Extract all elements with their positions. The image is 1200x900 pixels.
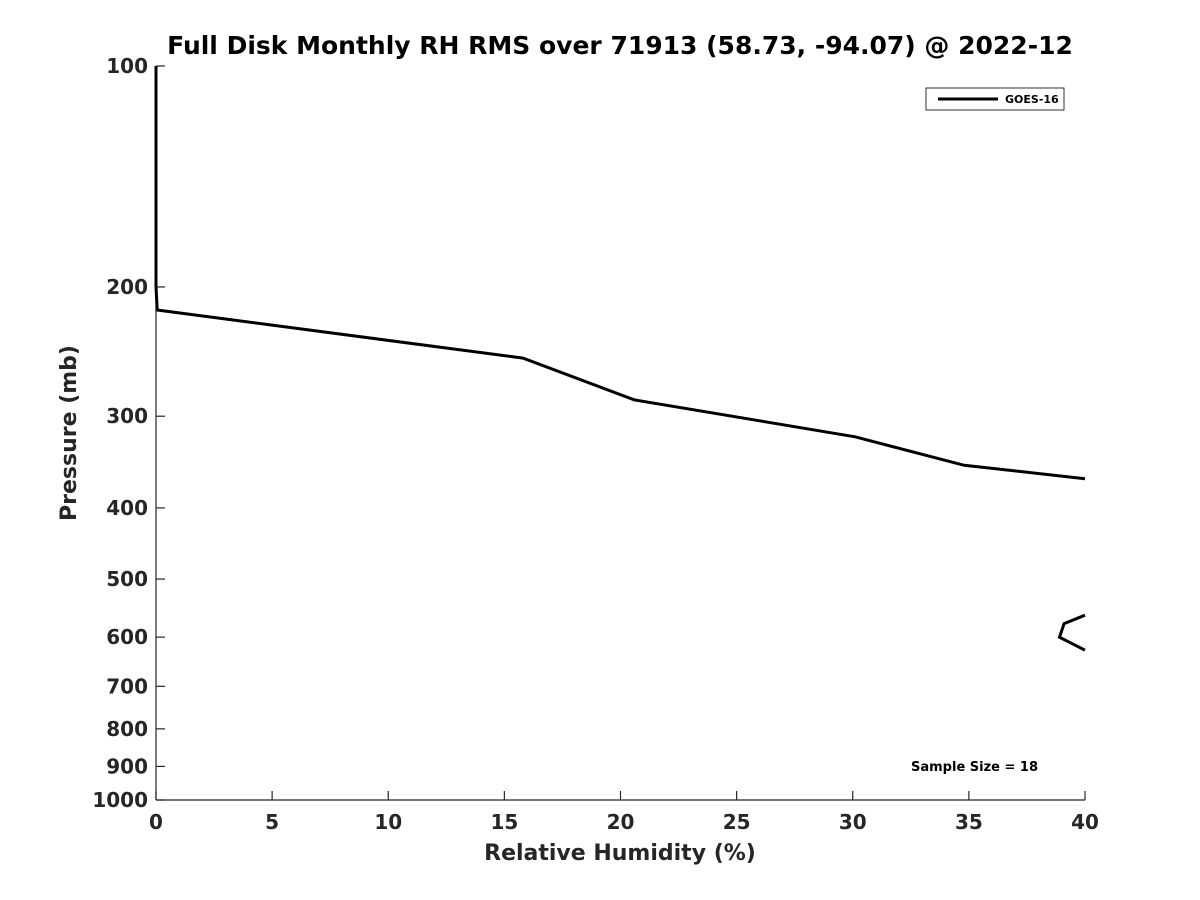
x-tick-label: 5 [265, 810, 279, 834]
y-tick-label: 700 [106, 674, 148, 698]
y-tick-label: 800 [106, 717, 148, 741]
chart-title: Full Disk Monthly RH RMS over 71913 (58.… [167, 31, 1073, 60]
y-tick-label: 400 [106, 496, 148, 520]
y-tick-label: 1000 [92, 788, 148, 812]
y-tick-label: 600 [106, 625, 148, 649]
y-ticks: 100 200 300 400 500 600 700 800 900 1000 [92, 54, 165, 812]
x-tick-label: 15 [490, 810, 518, 834]
legend-label-goes-16: GOES-16 [1005, 93, 1059, 106]
y-tick-label: 500 [106, 567, 148, 591]
x-ticks: 0 5 10 15 20 25 30 35 40 [149, 791, 1099, 834]
x-tick-label: 35 [955, 810, 983, 834]
y-tick-label: 200 [106, 275, 148, 299]
y-tick-label: 100 [106, 54, 148, 78]
x-tick-label: 0 [149, 810, 163, 834]
series-layer [154, 66, 1086, 652]
series-line-goes-16-segment-1 [1057, 613, 1086, 652]
x-tick-label: 20 [607, 810, 635, 834]
x-tick-label: 25 [723, 810, 751, 834]
legend: GOES-16 [925, 87, 1065, 111]
x-tick-label: 40 [1071, 810, 1099, 834]
x-tick-label: 10 [374, 810, 402, 834]
y-axis-label: Pressure (mb) [57, 345, 82, 521]
x-tick-label: 30 [839, 810, 867, 834]
sample-size-annotation: Sample Size = 18 [911, 760, 1038, 775]
series-line-goes-16-segment-0 [154, 66, 1086, 481]
x-axis-label: Relative Humidity (%) [484, 841, 756, 866]
y-tick-label: 900 [106, 754, 148, 778]
y-tick-label: 300 [106, 404, 148, 428]
